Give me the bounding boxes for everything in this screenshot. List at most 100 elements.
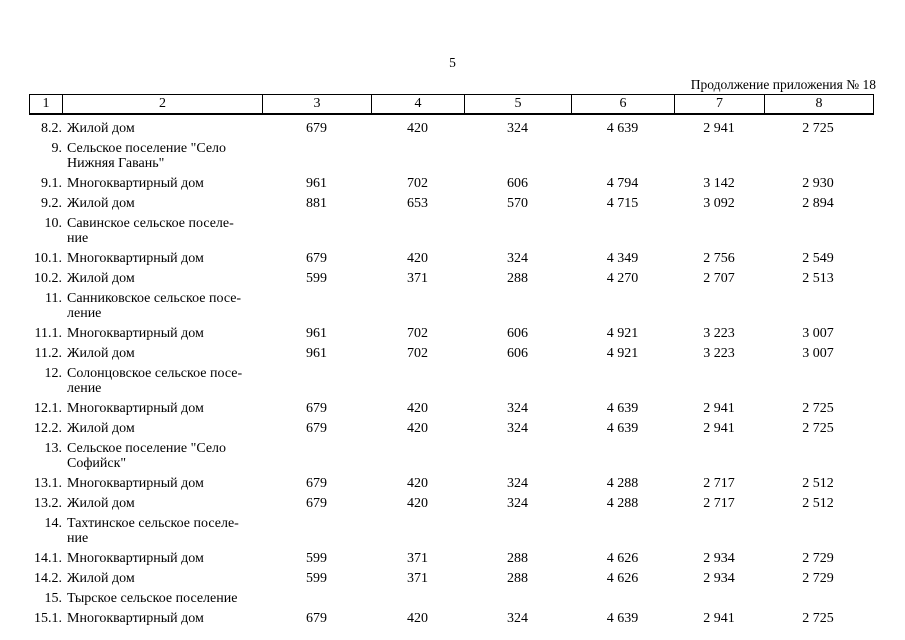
row-name-cell: Сельское поселение "Село Софийск" [67, 441, 227, 471]
row-number-cell: 13. [44, 441, 63, 456]
table-row: 9. Сельское поселение "Село Нижняя Гаван… [29, 136, 874, 171]
table-row: 13.1. Многоквартирный дом 679 420 324 4 … [29, 471, 874, 491]
value-cell-7: 2 717 [703, 476, 735, 491]
value-cell-7: 3 223 [703, 346, 735, 361]
value-cell-7: 2 941 [703, 401, 735, 416]
row-name-cell: Многоквартирный дом [67, 611, 204, 626]
value-cell-3: 679 [306, 611, 327, 626]
row-number-cell: 14.1. [34, 551, 62, 566]
row-name-cell: Санниковское сельское посе- ление [67, 291, 242, 321]
row-name-cell: Тырское сельское поселение [67, 591, 238, 606]
row-name-cell: Жилой дом [67, 571, 135, 586]
value-cell-4: 702 [407, 326, 428, 341]
value-cell-7: 3 142 [703, 176, 735, 191]
value-cell-3: 679 [306, 476, 327, 491]
table-row: 14.2. Жилой дом 599 371 288 4 626 2 934 … [29, 566, 874, 586]
table-row: 10.2. Жилой дом 599 371 288 4 270 2 707 … [29, 266, 874, 286]
column-header-3: 3 [263, 95, 372, 113]
value-cell-6: 4 626 [606, 551, 639, 566]
row-number-cell: 13.2. [34, 496, 62, 511]
value-cell-8: 2 725 [802, 611, 834, 626]
row-name-cell: Жилой дом [67, 196, 135, 211]
table-row: 8.2. Жилой дом 679 420 324 4 639 2 941 2… [29, 116, 874, 136]
value-cell-3: 961 [306, 176, 327, 191]
value-cell-3: 599 [306, 551, 327, 566]
row-number-cell: 12.1. [34, 401, 62, 416]
value-cell-5: 324 [507, 251, 528, 266]
value-cell-7: 3 092 [703, 196, 735, 211]
table-row: 15. Тырское сельское поселение [29, 586, 874, 606]
table-row: 11.2. Жилой дом 961 702 606 4 921 3 223 … [29, 341, 874, 361]
row-number-cell: 10.1. [34, 251, 62, 266]
row-number-cell: 9.1. [41, 176, 62, 191]
value-cell-7: 2 934 [703, 571, 735, 586]
value-cell-5: 606 [507, 176, 528, 191]
value-cell-4: 420 [407, 476, 428, 491]
value-cell-7: 2 756 [703, 251, 735, 266]
row-name-cell: Савинское сельское поселе- ние [67, 216, 234, 246]
appendix-continuation-label: Продолжение приложения № 18 [690, 77, 876, 92]
page-number: 5 [449, 55, 456, 70]
value-cell-8: 2 513 [802, 271, 834, 286]
row-name-cell: Многоквартирный дом [67, 551, 204, 566]
table-row: 15.1. Многоквартирный дом 679 420 324 4 … [29, 606, 874, 626]
row-number-cell: 13.1. [34, 476, 62, 491]
value-cell-4: 420 [407, 421, 428, 436]
value-cell-3: 599 [306, 571, 327, 586]
value-cell-7: 2 934 [703, 551, 735, 566]
row-number-cell: 11.2. [34, 346, 62, 361]
row-name-cell: Многоквартирный дом [67, 251, 204, 266]
row-name-cell: Тахтинское сельское поселе- ние [67, 516, 239, 546]
row-name-cell: Жилой дом [67, 496, 135, 511]
value-cell-6: 4 349 [606, 251, 639, 266]
value-cell-5: 606 [507, 346, 528, 361]
table-row: 12.1. Многоквартирный дом 679 420 324 4 … [29, 396, 874, 416]
table-row: 13. Сельское поселение "Село Софийск" [29, 436, 874, 471]
row-number-cell: 12.2. [34, 421, 62, 436]
value-cell-3: 679 [306, 401, 327, 416]
column-header-6: 6 [572, 95, 675, 113]
row-name-cell: Многоквартирный дом [67, 326, 204, 341]
value-cell-6: 4 288 [606, 496, 639, 511]
table-row: 9.2. Жилой дом 881 653 570 4 715 3 092 2… [29, 191, 874, 211]
value-cell-3: 679 [306, 121, 327, 136]
value-cell-3: 961 [306, 326, 327, 341]
table-row: 9.1. Многоквартирный дом 961 702 606 4 7… [29, 171, 874, 191]
appendix-table: 1 2 3 4 5 6 7 8 8.2. Жилой дом 679 420 3… [29, 94, 874, 626]
table-row: 12.2. Жилой дом 679 420 324 4 639 2 941 … [29, 416, 874, 436]
value-cell-8: 3 007 [802, 326, 834, 341]
value-cell-6: 4 921 [606, 346, 639, 361]
value-cell-6: 4 794 [606, 176, 639, 191]
row-name-cell: Жилой дом [67, 421, 135, 436]
value-cell-4: 420 [407, 496, 428, 511]
value-cell-8: 2 729 [802, 571, 834, 586]
value-cell-5: 324 [507, 121, 528, 136]
table-row: 14. Тахтинское сельское поселе- ние [29, 511, 874, 546]
value-cell-7: 2 941 [703, 611, 735, 626]
value-cell-4: 702 [407, 346, 428, 361]
column-header-8: 8 [815, 96, 823, 111]
value-cell-3: 679 [306, 496, 327, 511]
value-cell-8: 2 512 [802, 476, 834, 491]
value-cell-6: 4 270 [606, 271, 639, 286]
value-cell-4: 702 [407, 176, 428, 191]
value-cell-6: 4 639 [606, 421, 639, 436]
row-number-cell: 10. [44, 216, 63, 231]
column-header-4: 4 [372, 95, 465, 113]
row-number-cell: 15.1. [34, 611, 62, 626]
table-row: 13.2. Жилой дом 679 420 324 4 288 2 717 … [29, 491, 874, 511]
row-number-cell: 8.2. [41, 121, 62, 136]
value-cell-6: 4 288 [606, 476, 639, 491]
row-number-cell: 15. [44, 591, 63, 606]
value-cell-3: 599 [306, 271, 327, 286]
row-name-cell: Многоквартирный дом [67, 176, 204, 191]
row-number-cell: 9. [51, 141, 63, 156]
value-cell-6: 4 639 [606, 401, 639, 416]
value-cell-5: 606 [507, 326, 528, 341]
value-cell-5: 324 [507, 496, 528, 511]
row-name-cell: Многоквартирный дом [67, 401, 204, 416]
value-cell-8: 2 725 [802, 121, 834, 136]
value-cell-6: 4 639 [606, 121, 639, 136]
row-number-cell: 14. [44, 516, 63, 531]
